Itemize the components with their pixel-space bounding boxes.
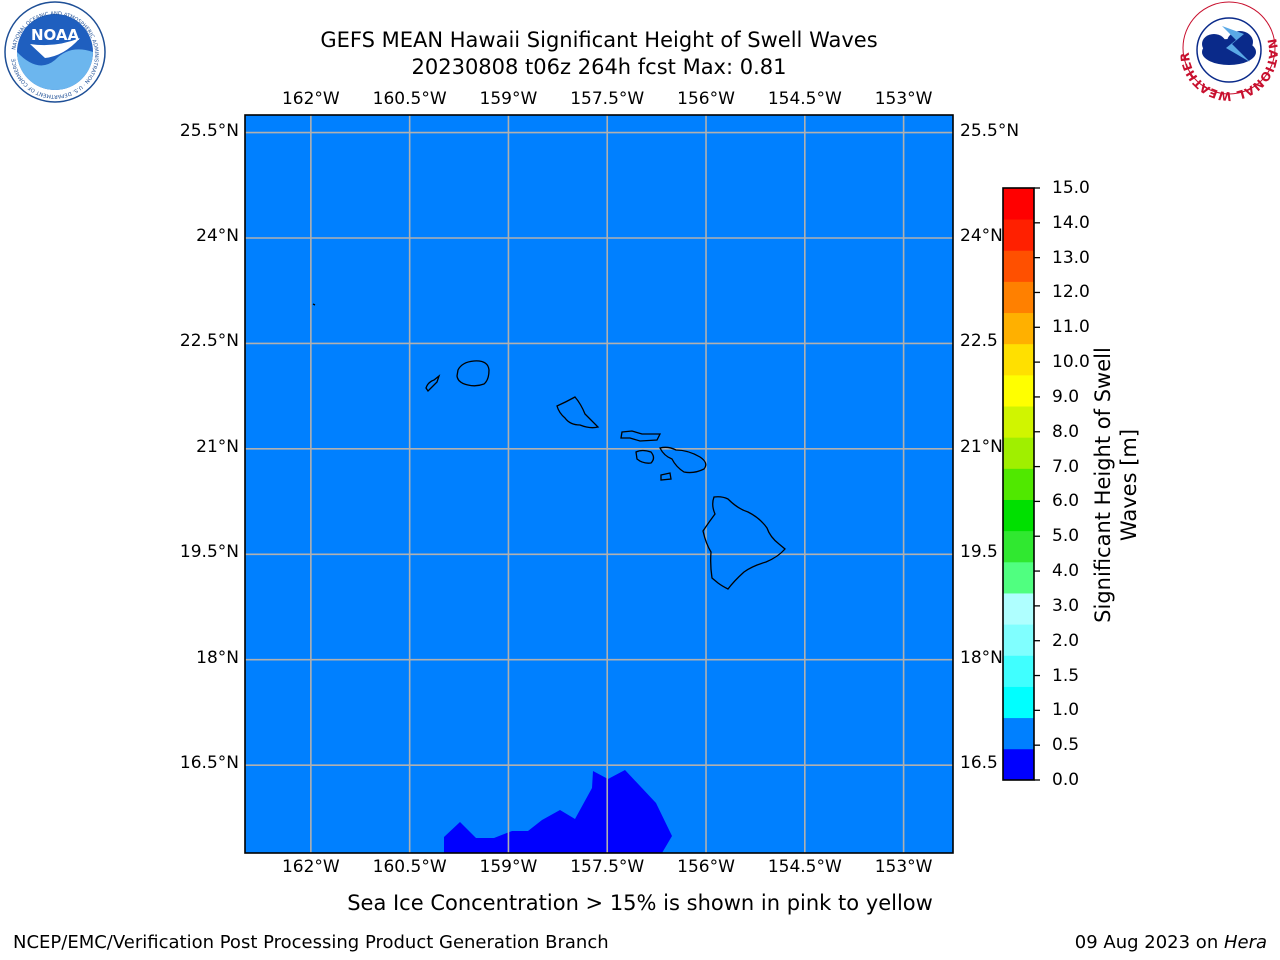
colorbar-tickmarks [1034,187,1040,781]
oahu-island [556,396,600,429]
lon-tick-bottom: 154.5°W [767,857,842,877]
colorbar-segment [1003,281,1034,314]
colorbar-label: Significant Height of Swell Waves [m] [1091,347,1141,623]
date-text: 09 Aug 2023 on [1074,932,1224,953]
colorbar-frame [1002,187,1035,781]
lat-tick-left: 21°N [196,436,239,457]
colorbar [1003,188,1034,781]
colorbar-tick-label: 2.0 [1052,630,1080,651]
date-stamp: 09 Aug 2023 on Hera [1075,932,1267,954]
lon-tick-top: 160.5°W [372,89,447,109]
colorbar-segment [1003,219,1034,251]
low-swell-region [444,770,672,853]
colorbar-tick-label: 3.0 [1052,595,1080,616]
lat-tick-right: 18°N [960,647,1003,668]
colorbar-tick-label: 8.0 [1052,421,1080,442]
lon-tick-bottom: 156°W [677,857,735,877]
lon-tick-bottom: 153°W [874,857,933,877]
colorbar-tick-label: 0.5 [1052,735,1080,756]
colorbar-tick-label: 9.0 [1052,386,1080,407]
svg-text:NATIONAL WEATHER SERVICE: NATIONAL WEATHER SERVICE [0,0,1280,103]
hawaii-island [702,496,786,590]
colorbar-tick-label: 12.0 [1052,282,1090,303]
lat-tick-right: 16.5 [960,753,998,774]
colorbar-tick-label: 6.0 [1052,491,1080,512]
maui-island [659,446,707,474]
colorbar-segment [1003,250,1034,282]
lon-tick-top: 153°W [874,89,933,109]
lat-tick-left: 22.5°N [179,331,239,352]
colorbar-segment [1003,188,1034,220]
colorbar-tick-label: 11.0 [1052,317,1090,338]
lon-tick-top: 157.5°W [570,89,645,109]
ocean-fill [245,115,953,853]
colorbar-tick-label: 10.0 [1052,352,1090,373]
colorbar-segment [1003,624,1034,656]
colorbar-segment [1003,499,1034,532]
colorbar-segment [1003,686,1034,719]
colorbar-segment [1003,717,1034,750]
lon-tick-bottom: 159°W [479,857,538,877]
credit-line: NCEP/EMC/Verification Post Processing Pr… [13,932,609,953]
lat-tick-right: 24°N [960,226,1003,246]
kauai-island [456,360,490,387]
map-panel [244,114,954,854]
lat-tick-left: 25.5°N [179,120,239,141]
colorbar-tick-label: 14.0 [1052,212,1090,233]
lon-tick-bottom: 162°W [281,857,340,877]
lon-tick-bottom: 160.5°W [372,857,447,877]
coastlines [312,303,786,590]
lat-tick-left: 24°N [196,226,239,246]
lon-tick-top: 154.5°W [767,89,842,109]
colorbar-segment [1003,655,1034,687]
niihau-island [425,374,441,393]
map-frame [244,114,954,854]
colorbar-tick-label: 4.0 [1052,561,1080,582]
lon-tick-top: 156°W [677,89,735,109]
colorbar-tick-label: 13.0 [1052,247,1090,268]
lat-tick-left: 16.5°N [179,753,239,774]
lanai-island [635,449,655,464]
lon-tick-top: 162°W [281,89,340,109]
molokai-island [620,430,662,442]
colorbar-tick-label: 7.0 [1052,456,1080,477]
lat-tick-right: 19.5 [960,542,998,563]
kahoolawe-island [660,472,672,481]
colorbar-tick-label: 0.0 [1052,770,1080,790]
colorbar-tick-label: 1.5 [1052,665,1080,686]
noaa-logo-text: NOAA [31,26,80,44]
colorbar-tick-label: 15.0 [1052,178,1090,198]
colorbar-segment [1003,593,1034,625]
map-title: GEFS MEAN Hawaii Significant Height of S… [320,28,878,52]
colorbar-segment [1003,561,1034,594]
lat-tick-right: 21°N [960,436,1003,457]
colorbar-tick-label: 1.0 [1052,700,1080,721]
nihoa-islet [312,303,316,306]
colorbar-segment [1003,312,1034,345]
noaa-logo: NOAA NATIONAL OCEANIC AND ATMOSPHERIC AD… [4,1,106,103]
lon-tick-bottom: 157.5°W [570,857,645,877]
colorbar-segment [1003,437,1034,469]
colorbar-segment [1003,343,1034,376]
colorbar-segment [1003,374,1034,407]
nws-logo: NATIONAL WEATHER SERVICE [0,0,1280,103]
colorbar-segment [1003,406,1034,438]
lon-tick-top: 159°W [479,89,538,109]
lat-tick-right: 22.5 [960,331,998,352]
colorbar-tick-label: 5.0 [1052,526,1080,547]
nws-ring-text: NATIONAL WEATHER SERVICE [0,0,1280,103]
machine-name: Hera [1223,932,1267,953]
sea-ice-note: Sea Ice Concentration > 15% is shown in … [347,891,933,915]
gridlines [245,115,953,853]
lat-tick-left: 19.5°N [179,542,239,563]
colorbar-segment [1003,748,1034,781]
lat-tick-left: 18°N [196,647,239,668]
map-subtitle: 20230808 t06z 264h fcst Max: 0.81 [411,55,787,79]
colorbar-segment [1003,530,1034,563]
lat-tick-right: 25.5°N [960,120,1020,141]
colorbar-segment [1003,468,1034,500]
